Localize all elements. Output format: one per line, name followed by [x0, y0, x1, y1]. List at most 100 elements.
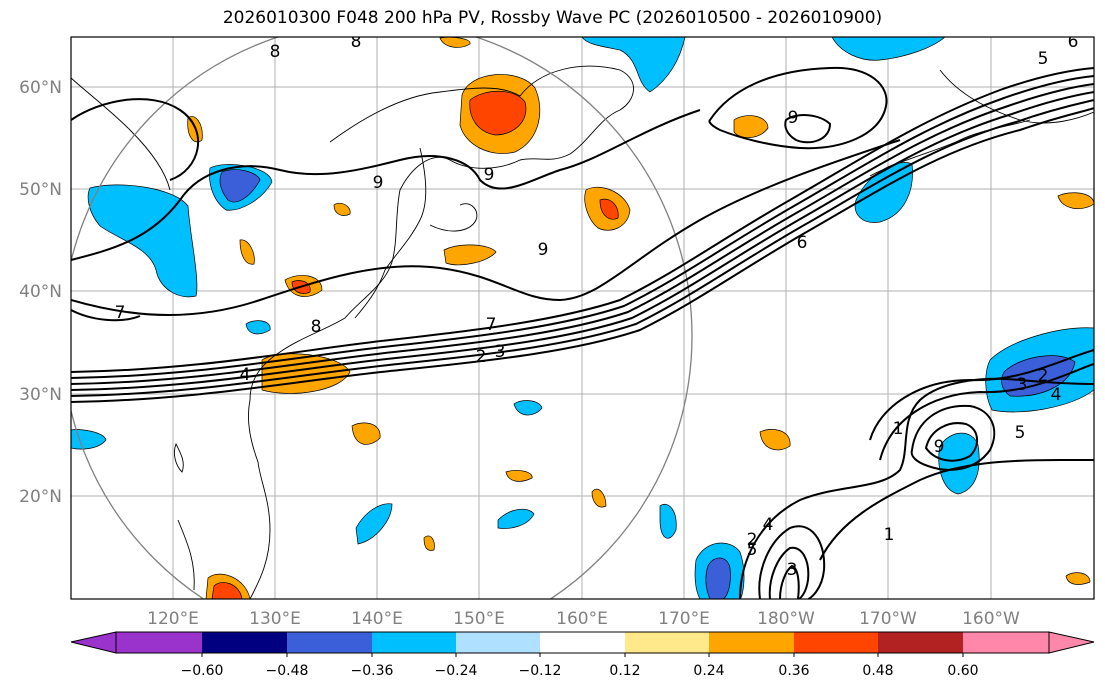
contour-7-north: [71, 98, 199, 181]
positive-anomaly: [423, 535, 435, 551]
colorbar-segment: [878, 632, 963, 653]
contour-7: [71, 67, 1094, 373]
contour-5-ring: [910, 404, 996, 471]
colorbar-segment: [287, 632, 372, 653]
asia-coast: [248, 65, 634, 599]
contour-label: 3: [1017, 375, 1028, 395]
colorbar-label: 0.48: [862, 663, 893, 679]
colorbar-label: −0.60: [181, 663, 224, 679]
negative-anomaly: [71, 429, 107, 450]
great-circle: [71, 37, 693, 599]
lon-tick-label: 160°E: [556, 609, 608, 629]
colorbar-label: −0.48: [266, 663, 309, 679]
contour-1: [819, 459, 1094, 561]
negative-anomaly: [938, 432, 980, 495]
gridlines: [71, 37, 1094, 599]
lat-tick-label: 40°N: [19, 282, 62, 302]
contour-label: 1: [884, 525, 895, 545]
contour-9-ridge: [708, 66, 888, 150]
contour-label: 9: [484, 165, 495, 185]
colorbar-segment: [540, 632, 625, 653]
lon-tick-label: 120°E: [147, 609, 199, 629]
contour-2-low: [758, 525, 826, 599]
colorbar-label: −0.12: [519, 663, 562, 679]
hokkaido-coast: [429, 203, 478, 232]
negative-anomaly: [705, 557, 731, 599]
contour-4: [71, 91, 1094, 391]
contour-5-inner: [924, 422, 978, 462]
negative-anomaly: [497, 508, 535, 529]
colorbar-max-extend: [1048, 631, 1095, 654]
lon-tick-label: 140°E: [351, 609, 403, 629]
negative-anomaly: [831, 37, 946, 61]
negative-anomaly: [355, 503, 393, 545]
positive-anomaly: [759, 429, 791, 451]
lon-tick-label: 170°W: [859, 609, 917, 629]
contour-label: 5: [747, 540, 758, 560]
negative-anomaly: [513, 400, 543, 416]
contour-labels: 8 8 6 5 9 9 9 9 7 8 7 6 4 2 3 3 2 4 5 9 …: [115, 32, 1079, 580]
negative-anomaly: [659, 504, 677, 539]
lat-tick-label: 50°N: [19, 180, 62, 200]
contour-label: 5: [1038, 49, 1049, 69]
negative-anomaly: [1001, 355, 1076, 397]
positive-anomaly: [239, 239, 255, 265]
siberia-coast: [71, 77, 171, 191]
taiwan-island: [173, 442, 184, 473]
contour-1-wave: [739, 377, 1094, 599]
colorbar: −0.60 −0.48 −0.36 −0.24 −0.12 0.12 0.24 …: [70, 631, 1095, 679]
contour-label: 9: [788, 108, 799, 128]
lon-tick-label: 180°W: [757, 609, 815, 629]
japan-coast: [354, 147, 427, 319]
contour-label: 8: [270, 42, 281, 62]
lat-tick-label: 20°N: [19, 487, 62, 507]
contour-label: 7: [486, 315, 497, 335]
contour-label: 2: [747, 530, 758, 550]
positive-anomaly: [469, 90, 527, 136]
contour-label: 4: [1051, 385, 1062, 405]
contour-9: [71, 109, 701, 261]
pv-anomaly-patches: [71, 37, 1094, 599]
contour-label: 4: [240, 365, 251, 385]
colorbar-label: −0.24: [435, 663, 478, 679]
contour-label: 6: [1068, 32, 1079, 52]
contour-label: 5: [1015, 423, 1026, 443]
map-frame: [70, 36, 1095, 600]
contour-label: 1: [893, 419, 904, 439]
contour-label: 9: [373, 173, 384, 193]
colorbar-segment: [202, 632, 287, 653]
pv-contours: [71, 66, 1094, 599]
colorbar-min-extend: [70, 631, 117, 654]
philippines-coast: [177, 519, 195, 591]
colorbar-segment: [372, 632, 456, 653]
contour-label: 7: [115, 303, 126, 323]
colorbar-segment: [116, 632, 202, 653]
contour-label: 2: [476, 347, 487, 367]
lon-tick-label: 130°E: [249, 609, 301, 629]
colorbar-label: 0.36: [778, 663, 809, 679]
contour-label: 8: [351, 32, 362, 52]
positive-anomaly: [505, 470, 533, 482]
negative-anomaly: [245, 320, 271, 335]
contour-5: [71, 83, 1094, 385]
longitude-tick-labels: 120°E 130°E 140°E 150°E 160°E 170°E 180°…: [147, 609, 1020, 629]
lon-tick-label: 170°E: [658, 609, 710, 629]
positive-anomaly: [733, 115, 769, 138]
positive-anomaly: [351, 422, 381, 445]
contour-2-east: [869, 349, 1094, 441]
positive-anomaly: [599, 198, 619, 220]
contour-label: 2: [1038, 366, 1049, 386]
contour-label: 3: [787, 560, 798, 580]
negative-anomaly: [581, 37, 686, 93]
lat-tick-label: 30°N: [19, 385, 62, 405]
positive-anomaly: [1057, 192, 1094, 210]
colorbar-label: 0.12: [609, 663, 640, 679]
lon-tick-label: 160°W: [962, 609, 1020, 629]
colorbar-label: −0.36: [351, 663, 394, 679]
colorbar-frame: [115, 631, 1050, 654]
coastlines: [71, 65, 1094, 599]
contour-label: 3: [495, 342, 506, 362]
lat-tick-label: 60°N: [19, 78, 62, 98]
contour-label: 6: [797, 233, 808, 253]
colorbar-ticks: [201, 653, 964, 657]
